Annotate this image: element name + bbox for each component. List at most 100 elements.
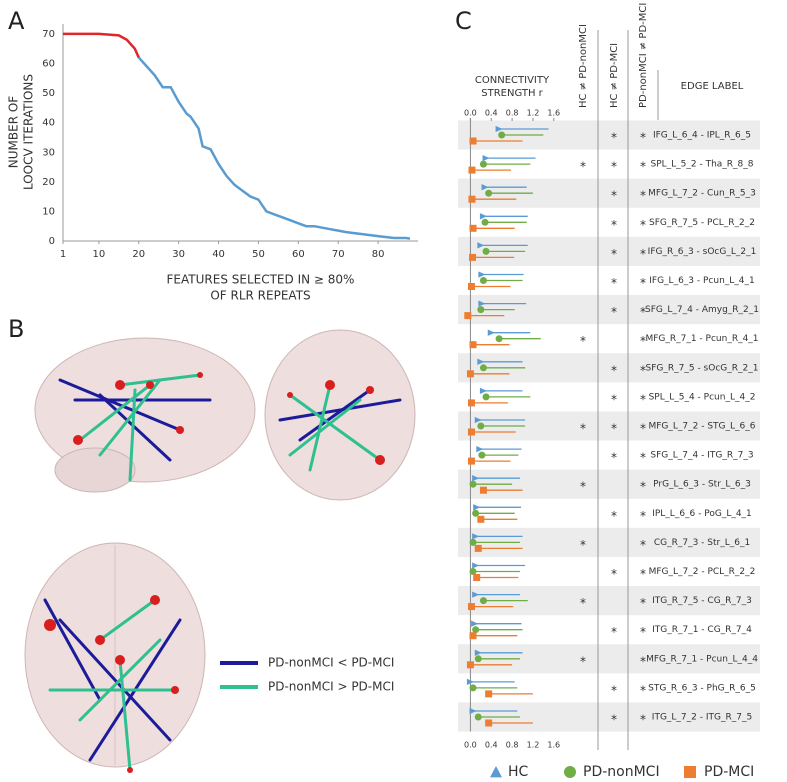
y-tick-label: 60 [42,59,55,70]
marker [473,574,481,581]
significance-mark: * [580,334,586,348]
x-tick-label: 0.4 [485,741,498,750]
x-tick-label: 40 [212,249,225,260]
x-tick-label: 1.6 [547,109,560,118]
marker [477,515,485,523]
y-tick-label: 10 [42,206,55,217]
marker [476,445,484,453]
significance-mark: * [611,683,617,697]
marker [490,766,502,778]
significance-mark: * [611,567,617,581]
marker [467,283,475,290]
marker [473,504,481,511]
significance-mark: * [640,625,646,639]
marker [478,271,486,278]
marker [466,678,474,686]
edge-label: SFG_R_7_5 - sOcG_R_2_1 [646,363,759,373]
marker [464,312,472,320]
marker [487,329,495,336]
significance-mark: * [640,218,646,232]
marker [482,154,490,162]
marker [469,137,477,145]
marker [481,218,489,226]
marker [469,568,477,575]
significance-mark: * [640,392,646,406]
significance-mark: * [640,509,646,523]
marker [478,300,486,307]
x-tick-label: 10 [93,249,106,260]
panel-label: B [8,315,24,343]
axis-title: CONNECTIVITY [475,75,550,86]
significance-mark: * [611,160,617,174]
y-axis-label: LOOCV ITERATIONS [22,74,36,190]
significance-mark: * [611,305,617,319]
marker [474,416,482,424]
edge-label: MFG_L_7_2 - Cun_R_5_3 [648,189,756,199]
x-tick-label: 0.0 [464,109,477,118]
significance-mark: * [580,160,586,174]
x-tick-label: 60 [292,249,305,260]
marker [477,422,485,430]
marker [478,451,486,459]
significance-mark: * [640,567,646,581]
edge-label: IFG_R_6_3 - sOcG_L_2_1 [648,247,757,257]
edge-label: MFG_L_7_2 - STG_L_6_6 [648,422,755,432]
marker [466,370,474,378]
significance-mark: * [640,713,646,727]
marker [469,224,477,232]
comparison-header: HC ≠ PD-MCI [609,43,620,108]
edge-label: CG_R_7_3 - Str_L_6_1 [654,538,750,548]
significance-mark: * [611,509,617,523]
legend-label: PD-nonMCI [583,764,660,780]
edge-label: ITG_R_7_1 - CG_R_7_4 [652,625,752,635]
significance-mark: * [611,218,617,232]
edge-label: IPL_L_6_6 - PoG_L_4_1 [652,509,752,519]
marker [467,457,475,465]
significance-mark: * [640,276,646,290]
significance-mark: * [640,160,646,174]
edge-label: ITG_R_7_5 - CG_R_7_3 [652,596,752,606]
significance-mark: * [611,276,617,290]
significance-mark: * [640,363,646,377]
x-tick-label: 0.8 [506,741,519,750]
x-tick-label: 1.2 [527,109,540,118]
marker [564,766,576,778]
y-tick-label: 20 [42,177,55,188]
edge-label: STG_R_6_3 - PhG_R_6_5 [648,683,756,693]
marker [469,341,477,349]
edge-label: SFG_R_7_5 - PCL_R_2_2 [649,218,755,228]
marker [479,387,487,395]
marker [472,509,480,517]
significance-mark: * [640,305,646,319]
significance-mark: * [640,247,646,261]
significance-mark: * [640,480,646,494]
marker [469,684,477,692]
marker [481,184,489,191]
significance-mark: * [640,422,646,436]
significance-mark: * [611,713,617,727]
edge-label: MFG_L_7_2 - PCL_R_2_2 [649,567,756,577]
marker [485,719,493,727]
significance-mark: * [640,131,646,145]
marker [467,399,475,407]
x-tick-label: 1.2 [527,741,540,750]
x-tick-label: 70 [332,249,345,260]
marker [467,603,475,611]
marker [479,597,487,605]
marker [498,131,506,139]
y-tick-label: 50 [42,88,55,99]
marker [482,247,490,255]
marker [495,335,503,343]
x-tick-label: 50 [252,249,265,260]
significance-mark: * [580,538,586,552]
marker [479,160,487,168]
x-tick-label: 0.8 [506,109,519,118]
brain-views [24,329,416,773]
edge-label: SFG_L_7_4 - Amyg_R_2_1 [645,305,759,315]
significance-mark: * [640,189,646,203]
significance-mark: * [611,392,617,406]
marker [477,242,485,249]
x-tick-label: 20 [132,249,145,260]
legend-label: PD-nonMCI < PD-MCI [268,656,394,670]
